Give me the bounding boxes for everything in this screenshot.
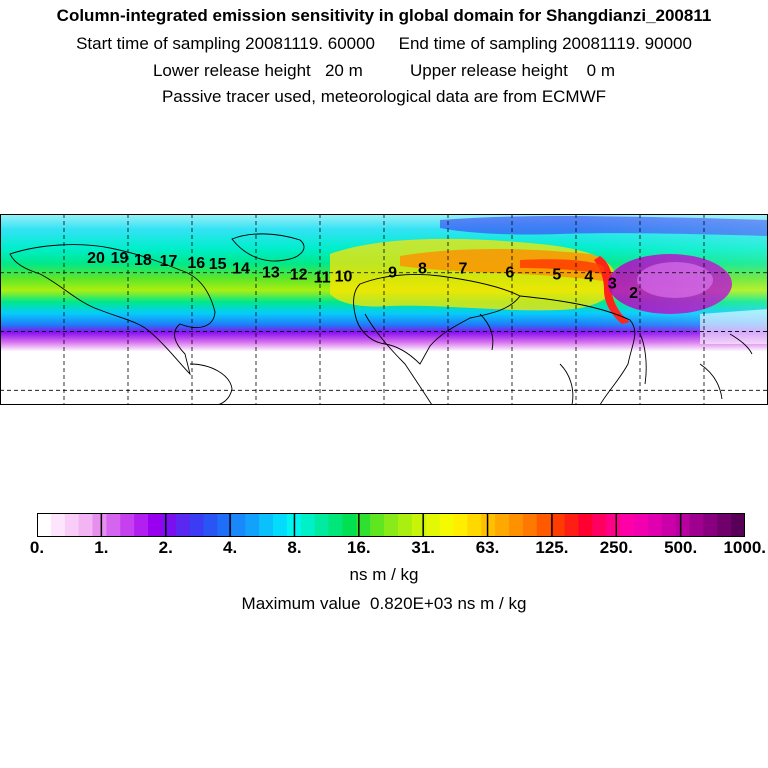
trajectory-label: 2 (629, 285, 638, 302)
colorbar-tick-label: 31. (411, 538, 435, 557)
colorbar-cell (703, 513, 718, 537)
colorbar-cell (453, 513, 468, 537)
colorbar-cell (203, 513, 219, 537)
colorbar-cell (578, 513, 593, 537)
colorbar-tick-label: 2. (158, 538, 173, 557)
colorbar-cell (550, 513, 566, 537)
colorbar-cell (370, 513, 385, 537)
colorbar-cell (439, 513, 455, 537)
trajectory-label: 18 (134, 252, 152, 269)
colorbar-tick-label: 4. (222, 538, 238, 557)
sampling-time-line: Start time of sampling 20081119. 60000 E… (76, 34, 692, 53)
colorbar-cell (314, 513, 330, 537)
colorbar-cell (509, 513, 524, 537)
colorbar-cell (384, 513, 399, 537)
release-height-line: Lower release height 20 m Upper release … (152, 61, 616, 80)
colorbar-tick-label: 1000. (723, 538, 766, 557)
colorbar-cell (328, 513, 344, 537)
colorbar-cell (231, 513, 246, 537)
colorbar-cell (175, 513, 191, 537)
colorbar-cell (425, 513, 441, 537)
colorbar-cell (92, 513, 108, 537)
trajectory-label: 9 (388, 265, 397, 282)
colorbar-tick-label: 63. (475, 538, 500, 557)
lat-lon-grid (0, 214, 768, 405)
colorbar-cell (189, 513, 205, 537)
colorbar-cell (356, 513, 371, 537)
colorbar-cell (731, 513, 745, 537)
colorbar-cell (467, 513, 482, 537)
maximum-value-label: Maximum value 0.820E+03 ns m / kg (241, 594, 527, 613)
colorbar-cell (50, 513, 66, 537)
colorbar-cell (217, 513, 232, 537)
trajectory-label: 17 (160, 253, 178, 270)
colorbar-tick-label: 250. (599, 538, 633, 557)
colorbar-cell (161, 513, 177, 537)
tracer-info-line: Passive tracer used, meteorological data… (161, 87, 607, 106)
colorbar-cell (689, 513, 704, 537)
trajectory-label: 13 (262, 265, 280, 282)
trajectory-label: 11 (314, 270, 331, 287)
colorbar-cell (106, 513, 121, 537)
trajectory-label: 5 (552, 267, 561, 284)
trajectory-label: 8 (418, 261, 427, 278)
colorbar (37, 513, 745, 537)
trajectory-label: 4 (584, 269, 593, 286)
trajectory-label: 16 (187, 255, 205, 272)
colorbar-cell (64, 513, 80, 537)
colorbar-cell (564, 513, 580, 537)
trajectory-label: 6 (505, 265, 514, 282)
colorbar-tick-label: 1. (94, 538, 109, 557)
colorbar-cell (495, 513, 510, 537)
colorbar-cell (342, 513, 357, 537)
trajectory-label: 15 (209, 256, 227, 273)
trajectory-label: 20 (87, 250, 105, 267)
colorbar-cell (592, 513, 607, 537)
colorbar-tick-label: 0. (29, 538, 45, 557)
colorbar-cell (397, 513, 413, 537)
coastlines (9, 233, 753, 405)
colorbar-tick-label: 8. (287, 538, 302, 557)
colorbar-cell (78, 513, 94, 537)
colorbar-cell (633, 513, 649, 537)
colorbar-cell (259, 513, 274, 537)
trajectory-label: 12 (290, 267, 308, 284)
colorbar-cell (606, 513, 621, 537)
colorbar-cell (536, 513, 552, 537)
colorbar-cell (300, 513, 316, 537)
trajectory-label: 10 (335, 269, 353, 286)
trajectory-label: 19 (111, 250, 129, 267)
colorbar-cell (411, 513, 427, 537)
colorbar-units: ns m / kg (349, 565, 419, 584)
colorbar-cell (522, 513, 538, 537)
trajectory-label: 3 (608, 275, 617, 292)
colorbar-cell (647, 513, 663, 537)
trajectory-label: 14 (232, 261, 250, 278)
colorbar-tick-label: 500. (664, 538, 698, 557)
colorbar-cell (675, 513, 691, 537)
colorbar-cell (148, 513, 163, 537)
colorbar-cell (661, 513, 677, 537)
colorbar-cell (717, 513, 732, 537)
colorbar-tick-label: 16. (346, 538, 371, 557)
colorbar-cell (37, 513, 52, 537)
figure-title: Column-integrated emission sensitivity i… (56, 6, 712, 25)
colorbar-cell (245, 513, 260, 537)
colorbar-cell (134, 513, 149, 537)
colorbar-cell (273, 513, 288, 537)
colorbar-cell (120, 513, 135, 537)
colorbar-tick-label: 125. (535, 538, 569, 557)
colorbar-cell (620, 513, 635, 537)
trajectory-label: 7 (458, 261, 467, 278)
colorbar-cell (481, 513, 496, 537)
